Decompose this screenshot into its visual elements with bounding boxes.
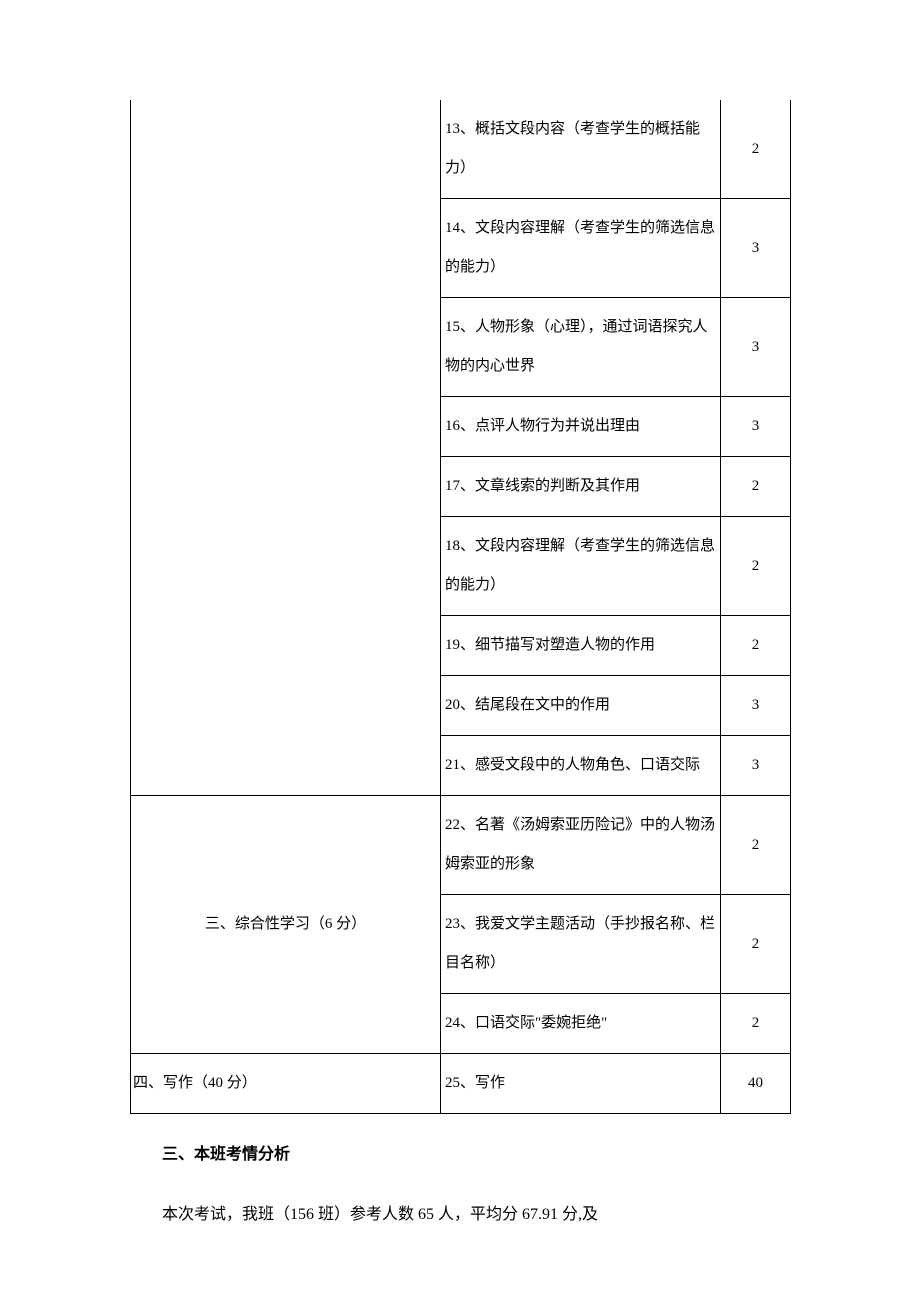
item-desc: 24、口语交际"委婉拒绝" (441, 994, 721, 1054)
item-score: 2 (721, 457, 791, 517)
section-cell-3: 三、综合性学习（6 分） (131, 796, 441, 1054)
item-score: 3 (721, 736, 791, 796)
table-row: 四、写作（40 分） 25、写作 40 (131, 1054, 791, 1114)
item-score: 3 (721, 397, 791, 457)
item-score: 3 (721, 199, 791, 298)
item-score: 40 (721, 1054, 791, 1114)
item-score: 2 (721, 616, 791, 676)
section-cell-empty (131, 100, 441, 796)
item-score: 2 (721, 994, 791, 1054)
body-paragraph: 本次考试，我班（156 班）参考人数 65 人，平均分 67.91 分,及 (130, 1196, 790, 1234)
item-desc: 16、点评人物行为并说出理由 (441, 397, 721, 457)
item-score: 2 (721, 796, 791, 895)
table-row: 三、综合性学习（6 分） 22、名著《汤姆索亚历险记》中的人物汤姆索亚的形象 2 (131, 796, 791, 895)
item-desc: 22、名著《汤姆索亚历险记》中的人物汤姆索亚的形象 (441, 796, 721, 895)
item-desc: 13、概括文段内容（考查学生的概括能力） (441, 100, 721, 199)
section-heading: 三、本班考情分析 (130, 1136, 790, 1174)
item-desc: 18、文段内容理解（考查学生的筛选信息的能力） (441, 517, 721, 616)
item-desc: 17、文章线索的判断及其作用 (441, 457, 721, 517)
item-score: 2 (721, 517, 791, 616)
section-cell-4: 四、写作（40 分） (131, 1054, 441, 1114)
item-desc: 21、感受文段中的人物角色、口语交际 (441, 736, 721, 796)
item-score: 2 (721, 100, 791, 199)
item-desc: 14、文段内容理解（考查学生的筛选信息的能力） (441, 199, 721, 298)
exam-breakdown-table: 13、概括文段内容（考查学生的概括能力） 2 14、文段内容理解（考查学生的筛选… (130, 100, 791, 1114)
item-desc: 19、细节描写对塑造人物的作用 (441, 616, 721, 676)
table-row: 13、概括文段内容（考查学生的概括能力） 2 (131, 100, 791, 199)
item-desc: 20、结尾段在文中的作用 (441, 676, 721, 736)
item-score: 3 (721, 676, 791, 736)
item-desc: 23、我爱文学主题活动（手抄报名称、栏目名称） (441, 895, 721, 994)
item-desc: 25、写作 (441, 1054, 721, 1114)
item-score: 2 (721, 895, 791, 994)
item-desc: 15、人物形象（心理），通过词语探究人物的内心世界 (441, 298, 721, 397)
item-score: 3 (721, 298, 791, 397)
